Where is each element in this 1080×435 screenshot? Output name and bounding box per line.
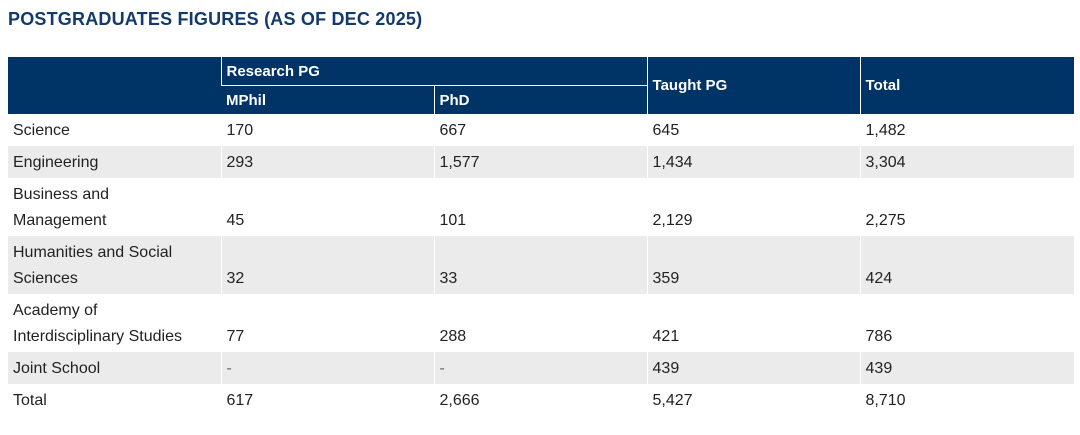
faculty-line: Humanities and Social <box>13 244 173 261</box>
faculty-line: Interdisciplinary Studies <box>13 328 182 345</box>
cell-mphil: 617 <box>220 384 434 416</box>
cell-faculty: Humanities and Social Sciences <box>8 236 221 294</box>
cell-total: 424 <box>859 236 1075 294</box>
cell-mphil: 170 <box>220 114 434 146</box>
header-research-pg: Research PG <box>220 57 648 86</box>
cell-phd: 288 <box>433 294 648 352</box>
cell-total: 8,710 <box>859 384 1075 416</box>
cell-total: 2,275 <box>859 178 1075 236</box>
table-row: Business and Management 45 101 2,129 2,2… <box>8 178 1075 236</box>
cell-total: 3,304 <box>859 146 1075 178</box>
cell-faculty: Joint School <box>8 352 221 384</box>
table-row: Science 170 667 645 1,482 <box>8 114 1075 146</box>
cell-faculty: Engineering <box>8 146 221 178</box>
table-row: Joint School - - 439 439 <box>8 352 1075 384</box>
table-header: Research PG Taught PG Total MPhil PhD <box>8 57 1075 114</box>
cell-taught-pg: 359 <box>646 236 861 294</box>
cell-mphil: 77 <box>220 294 434 352</box>
cell-faculty: Academy of Interdisciplinary Studies <box>8 294 221 352</box>
faculty-line: Sciences <box>13 270 78 287</box>
table-row-total: Total 617 2,666 5,427 8,710 <box>8 384 1075 416</box>
cell-taught-pg: 1,434 <box>646 146 861 178</box>
cell-taught-pg: 439 <box>646 352 861 384</box>
table-row: Academy of Interdisciplinary Studies 77 … <box>8 294 1075 352</box>
header-taught-pg: Taught PG <box>646 57 861 114</box>
faculty-line: Business and <box>13 186 110 203</box>
table-body: Science 170 667 645 1,482 Engineering 29… <box>8 114 1075 416</box>
header-total: Total <box>859 57 1075 114</box>
faculty-line: Management <box>13 212 107 229</box>
header-phd: PhD <box>433 85 648 114</box>
cell-mphil: 32 <box>220 236 434 294</box>
cell-mphil: 45 <box>220 178 434 236</box>
cell-faculty: Business and Management <box>8 178 221 236</box>
cell-taught-pg: 421 <box>646 294 861 352</box>
cell-faculty: Science <box>8 114 221 146</box>
cell-total: 439 <box>859 352 1075 384</box>
header-mphil: MPhil <box>221 85 434 114</box>
cell-phd: 2,666 <box>433 384 648 416</box>
cell-phd: 1,577 <box>433 146 648 178</box>
page-title: POSTGRADUATES FIGURES (AS OF DEC 2025) <box>8 9 423 29</box>
cell-phd: 667 <box>433 114 648 146</box>
cell-total: 1,482 <box>859 114 1075 146</box>
postgraduates-table: Research PG Taught PG Total MPhil PhD Sc… <box>8 57 1075 416</box>
faculty-line: Academy of <box>13 302 98 319</box>
cell-total: 786 <box>859 294 1075 352</box>
cell-phd: 33 <box>433 236 648 294</box>
cell-phd: - <box>433 352 648 384</box>
cell-mphil: 293 <box>220 146 434 178</box>
header-faculty-blank <box>8 57 221 114</box>
table-row: Engineering 293 1,577 1,434 3,304 <box>8 146 1075 178</box>
cell-mphil: - <box>220 352 434 384</box>
cell-faculty: Total <box>8 384 221 416</box>
cell-taught-pg: 5,427 <box>646 384 861 416</box>
cell-taught-pg: 645 <box>646 114 861 146</box>
cell-phd: 101 <box>433 178 648 236</box>
cell-taught-pg: 2,129 <box>646 178 861 236</box>
table-row: Humanities and Social Sciences 32 33 359… <box>8 236 1075 294</box>
